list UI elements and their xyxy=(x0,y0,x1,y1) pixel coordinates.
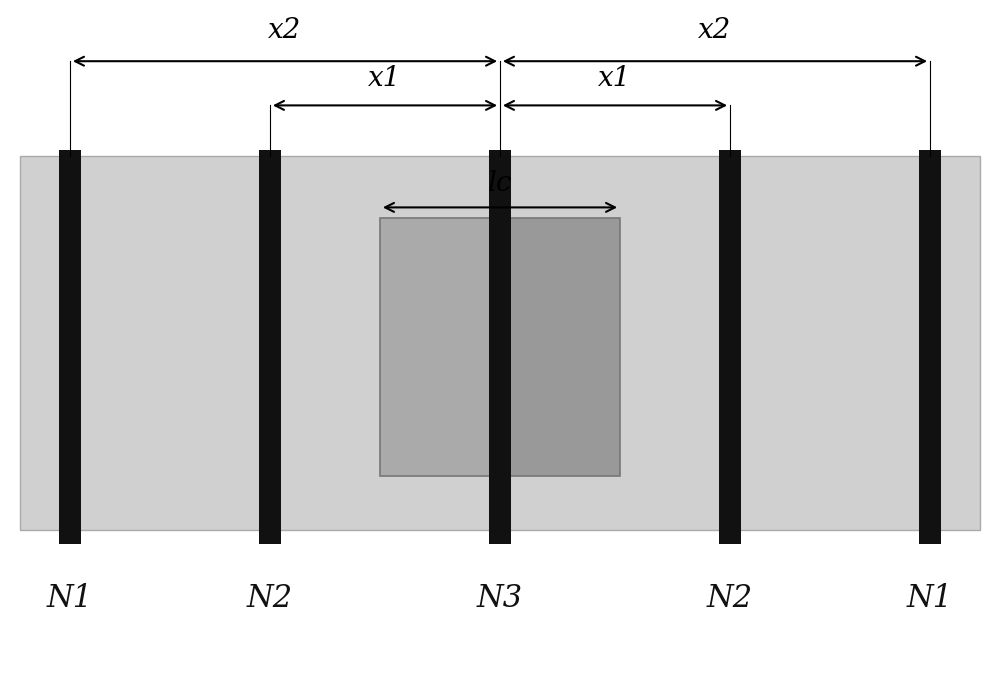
Bar xyxy=(59,150,81,544)
Text: N2: N2 xyxy=(707,583,753,614)
Text: N2: N2 xyxy=(247,583,293,614)
Text: x2: x2 xyxy=(698,17,732,44)
Bar xyxy=(380,218,500,476)
Bar xyxy=(919,150,941,544)
Bar xyxy=(500,218,620,476)
Bar xyxy=(20,156,980,530)
Text: x1: x1 xyxy=(368,65,402,92)
Text: x1: x1 xyxy=(598,65,632,92)
Bar xyxy=(380,218,620,476)
Text: N1: N1 xyxy=(47,583,93,614)
Bar xyxy=(719,150,741,544)
Text: lc: lc xyxy=(488,170,512,197)
Text: N3: N3 xyxy=(477,583,523,614)
Text: N1: N1 xyxy=(907,583,953,614)
Text: x2: x2 xyxy=(268,17,302,44)
Bar xyxy=(259,150,281,544)
Bar xyxy=(489,150,511,544)
